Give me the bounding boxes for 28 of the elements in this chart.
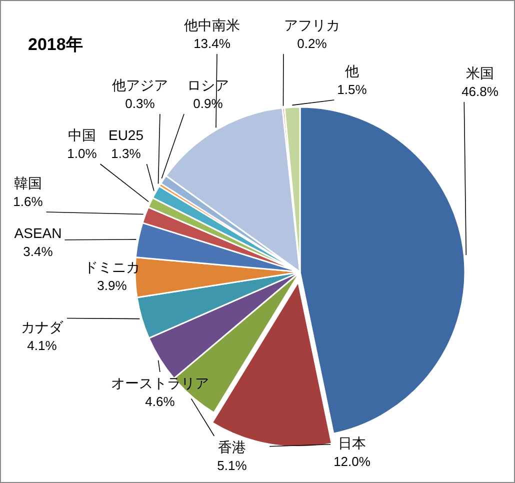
- slice-label: 中国: [68, 127, 96, 143]
- slice-label: ASEAN: [14, 225, 62, 241]
- data-label: 1.5%: [337, 82, 368, 97]
- data-label: 1.0%: [67, 146, 98, 161]
- slice-label: カナダ: [21, 319, 64, 335]
- slice-label: オーストラリア: [111, 375, 209, 391]
- data-label: 1.6%: [13, 194, 44, 209]
- slice-label: 香港: [218, 439, 246, 455]
- slice-label: 韓国: [14, 175, 42, 191]
- text: 2018年: [28, 35, 83, 54]
- data-label: 0.2%: [297, 36, 328, 51]
- slice-label: 他: [345, 63, 359, 79]
- data-label: 3.9%: [97, 278, 128, 293]
- slice-label: EU25: [108, 127, 144, 143]
- data-label: 4.6%: [145, 394, 176, 409]
- data-label: 5.1%: [217, 458, 248, 473]
- data-label: 4.1%: [27, 338, 58, 353]
- data-label: 3.4%: [23, 244, 54, 259]
- data-label: 13.4%: [194, 36, 231, 51]
- slice-label: 他中南米: [184, 17, 240, 33]
- data-label: 46.8%: [462, 84, 499, 99]
- slice-label: 米国: [466, 65, 494, 81]
- data-label: 1.3%: [111, 146, 142, 161]
- slice-label: 日本: [338, 435, 366, 451]
- slice-label: 他アジア: [112, 77, 168, 93]
- slice-label: アフリカ: [284, 17, 340, 33]
- data-label: 0.3%: [125, 96, 156, 111]
- data-label: 12.0%: [334, 454, 371, 469]
